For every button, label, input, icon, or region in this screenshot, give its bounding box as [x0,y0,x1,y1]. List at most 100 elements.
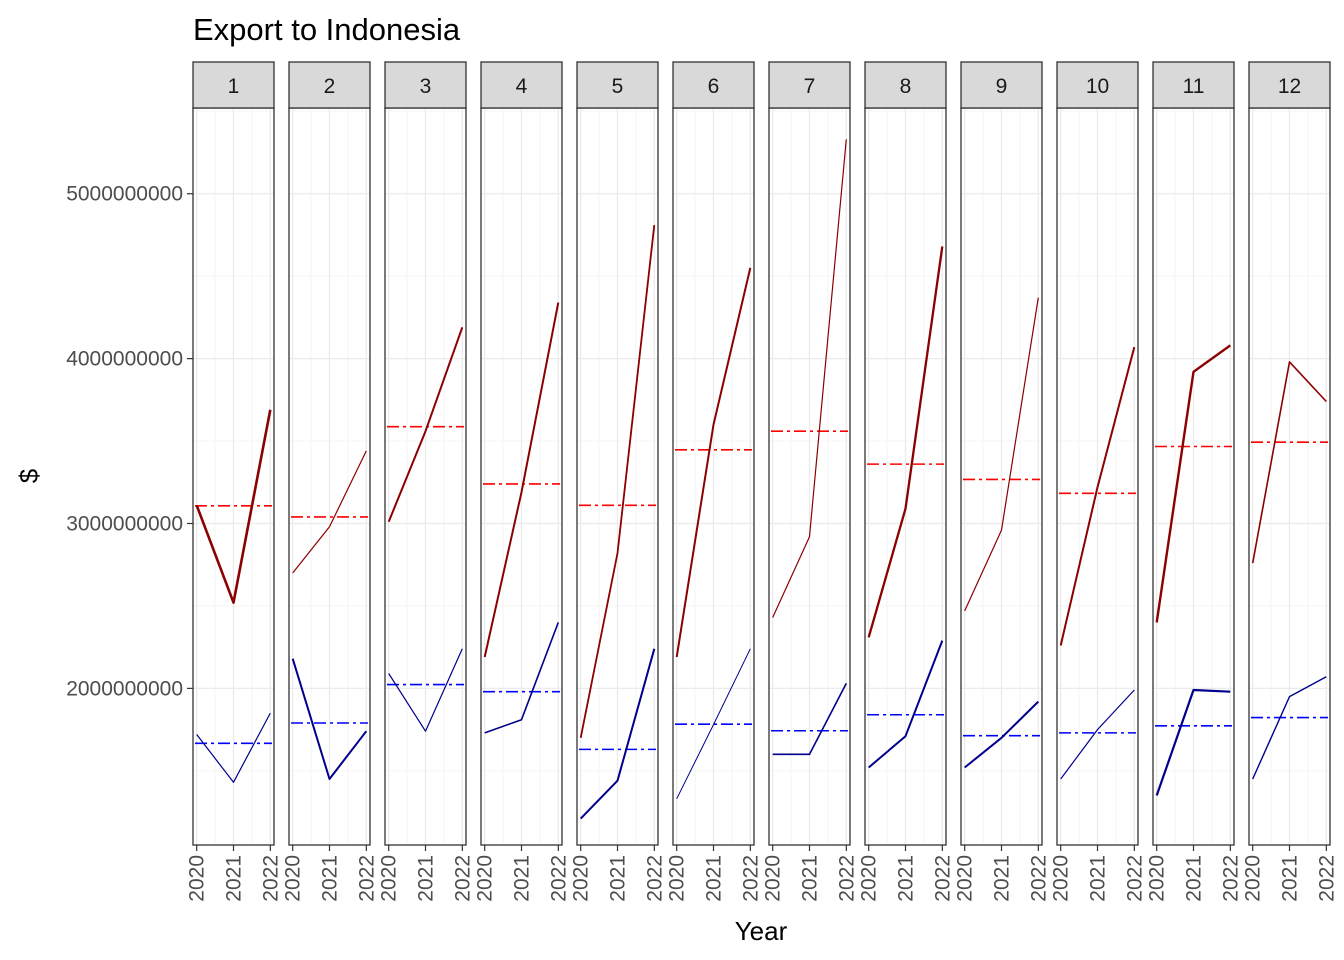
facet-strip-label: 9 [996,75,1008,98]
facet-strip-label: 7 [804,75,816,98]
facet-strip-label: 5 [612,75,624,98]
facet-strip-label: 10 [1086,75,1109,98]
facet-panel-10: 10 2020 2021 2022 [1050,61,1146,902]
facet-strip [384,61,467,109]
series-0-line [292,450,367,574]
facet-strip [672,61,755,109]
series-1-line [1155,688,1231,796]
x-tick-label: 2020 [378,855,401,902]
x-tick-label: 2021 [319,855,342,902]
facet-strip [864,61,947,109]
facet-strip [1248,61,1331,109]
x-tick-label: 2020 [570,855,593,902]
series-1-line [676,648,751,800]
series-1-line [291,658,368,780]
x-tick-label: 2021 [415,855,438,902]
facet-strip [288,61,371,109]
x-tick-label: 2021 [1087,855,1110,902]
x-tick-label: 2021 [799,855,822,902]
series-1-line [579,648,656,820]
facet-panel-5: 5 2020 2021 2022 [570,61,666,902]
facet-strip-label: 12 [1278,75,1301,98]
x-tick-label: 2022 [835,855,858,902]
facet-panel-4: 4 2020 2021 2022 [474,61,570,902]
x-tick-label: 2020 [186,855,209,902]
facet-strip [1152,61,1235,109]
x-tick-label: 2022 [259,855,282,902]
series-1-line [1252,676,1327,780]
series-0-line [387,326,464,523]
facet-strip-label: 1 [228,75,240,98]
x-axis-title: Year [735,916,788,946]
x-tick-label: 2020 [762,855,785,902]
x-tick-label: 2021 [991,855,1014,902]
facet-strip [576,61,659,109]
facet-strip [960,61,1043,109]
facet-strip-label: 3 [420,75,432,98]
series-0-line [964,297,1039,612]
series-1-line [388,648,463,732]
facet-strip-label: 2 [324,75,336,98]
x-tick-label: 2020 [858,855,881,902]
facet-panel-7: 7 2020 2021 2022 [762,61,858,902]
facet-strip [192,61,275,109]
y-axis: 2000000000 3000000000 4000000000 5000000000 [66,183,193,700]
x-tick-label: 2022 [931,855,954,902]
x-tick-label: 2020 [282,855,305,902]
x-tick-label: 2021 [1279,855,1302,902]
x-tick-label: 2022 [1315,855,1338,902]
series-0-line [1155,344,1231,623]
facet-panel-2: 2 2020 2021 2022 [282,61,378,902]
x-tick-label: 2020 [1146,855,1169,902]
facet-panel-3: 3 2020 2021 2022 [378,61,474,902]
facet-strip-label: 11 [1183,75,1205,98]
y-tick-label: 4000000000 [66,348,183,371]
x-tick-label: 2021 [703,855,726,902]
series-1-line [196,712,271,783]
series-0-line [579,224,656,738]
facet-panel-12: 12 2020 2021 2022 [1242,61,1338,902]
y-tick-label: 5000000000 [66,183,183,206]
facet-strip [768,61,851,109]
x-tick-label: 2022 [355,855,378,902]
x-tick-label: 2020 [954,855,977,902]
x-tick-label: 2022 [643,855,666,902]
series-0-line [772,139,847,618]
facet-panel-9: 9 2020 2021 2022 [954,61,1050,902]
y-axis-title: $ [14,468,44,483]
x-tick-label: 2022 [1219,855,1242,902]
series-0-line [1251,361,1327,564]
x-tick-label: 2022 [1027,855,1050,902]
x-tick-label: 2021 [1183,855,1206,902]
facet-panel-6: 6 2020 2021 2022 [666,61,762,902]
facet-strip [1056,61,1139,109]
series-1-line [868,640,944,769]
facet-strip [480,61,563,109]
facet-strip-label: 6 [708,75,720,98]
series-0-line [867,246,944,638]
x-tick-label: 2022 [1123,855,1146,902]
series-1-line [484,622,560,734]
x-tick-label: 2020 [1242,855,1265,902]
facet-strip-label: 8 [900,75,912,98]
x-tick-label: 2021 [895,855,918,902]
series-0-line [675,267,752,658]
series-1-line [1060,689,1135,780]
series-1-line [964,700,1040,769]
x-tick-label: 2022 [547,855,570,902]
x-tick-label: 2022 [739,855,762,902]
x-tick-label: 2020 [474,855,497,902]
x-tick-label: 2020 [1050,855,1073,902]
series-0-line [1059,346,1136,646]
facet-panel-8: 8 2020 2021 2022 [858,61,954,902]
x-tick-label: 2020 [666,855,689,902]
series-1-line [772,683,848,756]
facet-panel-1: 1 2020 2021 2022 [186,61,282,902]
facet-panel-11: 11 2020 2021 2022 [1146,61,1242,902]
y-tick-label: 3000000000 [66,512,183,535]
chart-title: Export to Indonesia [193,12,461,47]
series-0-line [195,409,272,604]
x-tick-label: 2021 [511,855,534,902]
